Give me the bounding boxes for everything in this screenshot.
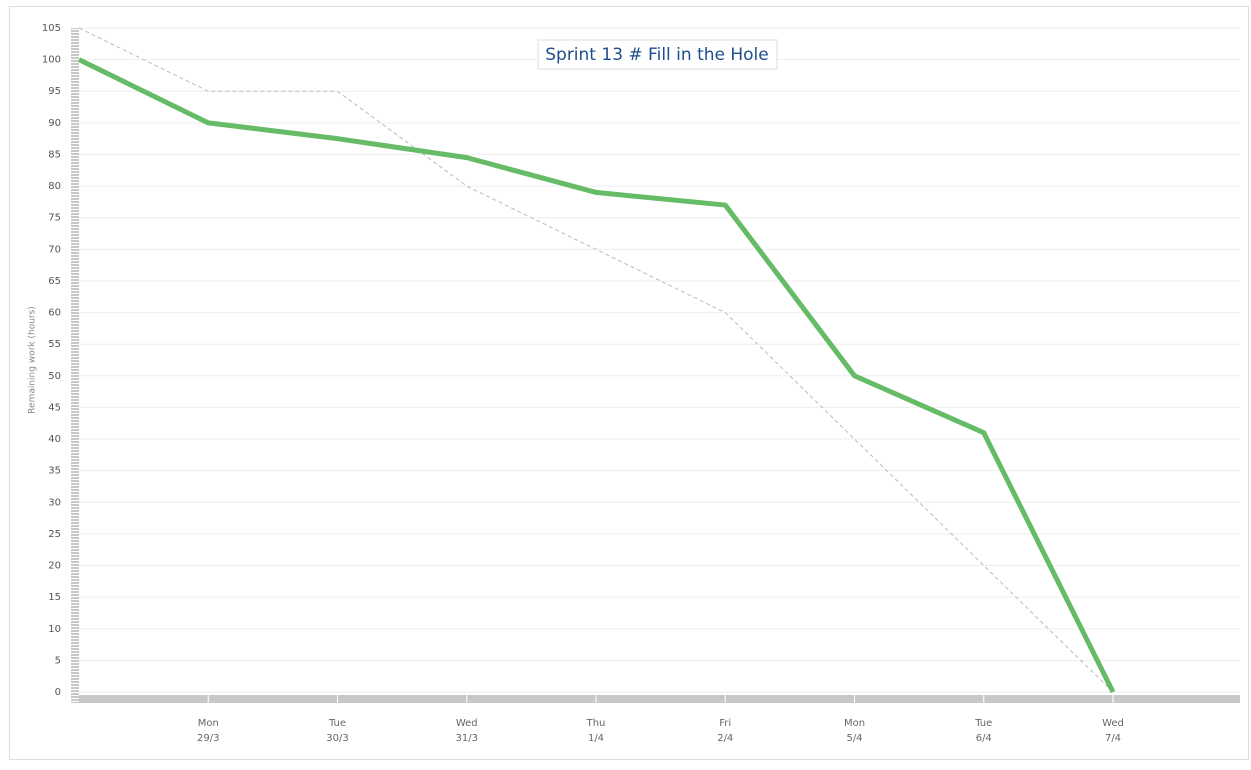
x-tick-label: 2/4: [717, 733, 733, 744]
y-tick-label: 90: [48, 118, 61, 129]
y-tick-label: 0: [55, 687, 61, 698]
x-tick-label: 7/4: [1105, 733, 1121, 744]
y-tick-label: 30: [48, 497, 61, 508]
y-tick-label: 5: [55, 655, 61, 666]
x-tick-label: 6/4: [976, 733, 992, 744]
y-tick-label: 10: [48, 624, 61, 635]
x-tick-label: Wed: [456, 718, 478, 729]
x-axis-bar: [79, 695, 1240, 703]
y-tick-label: 65: [48, 276, 61, 287]
frame: [9, 6, 1249, 760]
y-tick-label: 100: [42, 55, 61, 66]
x-tick-label: Thu: [586, 718, 606, 729]
y-tick-label: 20: [48, 561, 61, 572]
x-tick-label: 30/3: [326, 733, 348, 744]
title-box: [537, 39, 778, 70]
x-tick-label: Wed: [1102, 718, 1124, 729]
x-tick-label: 1/4: [588, 733, 604, 744]
y-tick-label: 35: [48, 466, 61, 477]
y-tick-label: 105: [42, 23, 61, 34]
y-axis-title: Remaining work (hours): [28, 306, 38, 414]
y-tick-label: 75: [48, 213, 61, 224]
series-line: [77, 57, 1116, 694]
y-tick-label: 95: [48, 86, 61, 97]
series-line: [78, 27, 1114, 693]
x-tick-label: 31/3: [456, 733, 478, 744]
x-tick-label: Mon: [844, 718, 865, 729]
chart-title: Sprint 13 # Fill in the Hole: [545, 45, 769, 65]
y-tick-label: 60: [48, 308, 61, 319]
x-tick-label: Tue: [974, 718, 992, 729]
y-tick-label: 15: [48, 592, 61, 603]
y-tick-label: 85: [48, 149, 61, 160]
x-tick-label: 29/3: [197, 733, 219, 744]
y-tick-label: 55: [48, 339, 61, 350]
x-tick-label: 5/4: [846, 733, 862, 744]
x-tick-label: Fri: [719, 718, 731, 729]
y-tick-label: 70: [48, 244, 61, 255]
y-tick-label: 25: [48, 529, 61, 540]
x-tick-label: Mon: [198, 718, 219, 729]
grid: [79, 27, 1240, 693]
y-tick-label: 40: [48, 434, 61, 445]
y-tick-label: 50: [48, 371, 61, 382]
x-tick-label: Tue: [328, 718, 346, 729]
y-tick-label: 45: [48, 402, 61, 413]
y-tick-label: 80: [48, 181, 61, 192]
y-axis-bar: [71, 28, 79, 703]
